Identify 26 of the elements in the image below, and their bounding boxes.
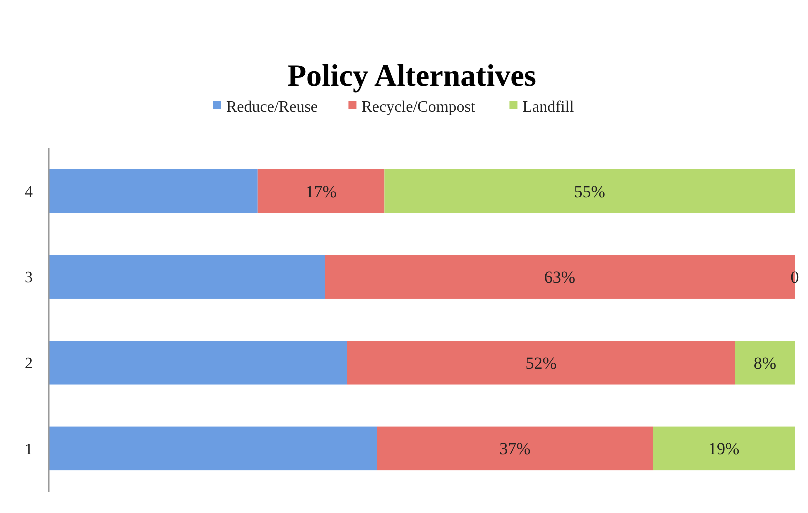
bar	[258, 169, 385, 214]
y-tick-label: 1	[25, 441, 33, 458]
data-label: 55%	[574, 182, 606, 202]
bar	[49, 255, 326, 299]
data-label: 37%	[500, 440, 531, 459]
bar	[653, 426, 795, 471]
legend-label: Recycle/Compost	[362, 98, 476, 116]
data-label: 0	[790, 268, 800, 288]
data-label: 17%	[306, 182, 337, 202]
bar	[384, 169, 795, 214]
bar	[377, 426, 654, 471]
bar	[347, 341, 736, 385]
bar	[49, 426, 378, 471]
data-label: 19%	[708, 440, 740, 459]
bar	[735, 341, 795, 385]
bar	[49, 341, 348, 385]
data-label: 63%	[544, 268, 576, 288]
chart-title: Policy Alternatives	[288, 58, 536, 93]
y-tick-label: 4	[25, 184, 33, 201]
y-tick-label: 2	[25, 355, 33, 372]
data-label: 8%	[754, 354, 776, 373]
bar	[49, 169, 258, 214]
legend-label: Reduce/Reuse	[226, 98, 318, 116]
legend-label: Landfill	[522, 98, 575, 116]
data-label: 52%	[526, 354, 557, 373]
y-tick-label: 3	[25, 270, 33, 287]
